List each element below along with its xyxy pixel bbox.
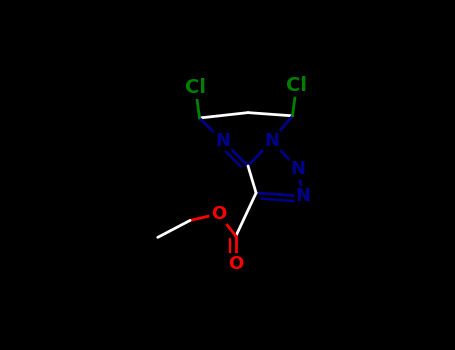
Text: N: N [264, 132, 279, 150]
Text: O: O [228, 254, 243, 273]
Text: Cl: Cl [185, 78, 206, 97]
Text: O: O [211, 205, 226, 223]
Text: Cl: Cl [286, 76, 307, 95]
Text: N: N [290, 160, 305, 178]
Text: N: N [215, 132, 230, 150]
Text: N: N [296, 187, 311, 205]
